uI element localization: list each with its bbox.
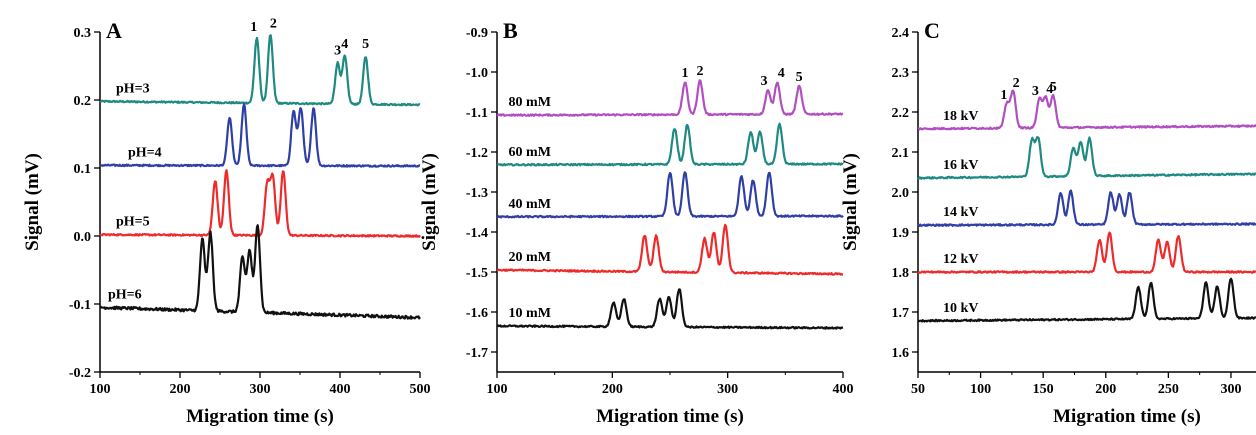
x-axis-title: Migration time (s): [1053, 406, 1201, 427]
series-line: [99, 224, 421, 320]
peak-number-label: 3: [1032, 84, 1039, 99]
y-tick-label: 0.2: [74, 94, 92, 109]
peak-number-label: 3: [334, 44, 341, 59]
series-label: 14 kV: [943, 205, 978, 220]
series-label: 18 kV: [943, 109, 978, 124]
y-tick-label: -0.2: [69, 366, 91, 381]
series-line: [917, 89, 1256, 131]
peak-number-label: 1: [250, 20, 257, 35]
peak-number-label: 1: [681, 66, 688, 81]
x-tick-label: 100: [487, 382, 508, 397]
y-tick-label: 2.4: [892, 26, 910, 41]
x-tick-label: 100: [90, 382, 111, 397]
y-tick-label: 0.0: [74, 230, 92, 245]
x-tick-label: 150: [1033, 382, 1054, 397]
series-label: pH=3: [116, 81, 150, 96]
x-tick-label: 200: [602, 382, 623, 397]
series-line: [917, 136, 1256, 180]
peak-number-label: 5: [796, 70, 803, 85]
series-label: 60 mM: [509, 145, 551, 160]
panel-c: 50 100 150 200 250 300 1.6 1.7 1.8 1.9 2.0 2.1 2.2 2.…: [840, 18, 1256, 427]
y-tick-label: -1.5: [466, 266, 488, 281]
x-tick-label: 300: [250, 382, 271, 397]
y-tick-label: 0.3: [74, 26, 92, 41]
series-line: [99, 169, 421, 238]
peak-number-label: 2: [1013, 76, 1020, 91]
y-tick-label: 2.3: [892, 66, 910, 81]
peak-number-label: 4: [1046, 82, 1053, 97]
y-tick-label: -0.1: [69, 298, 91, 313]
panel-letter: A: [106, 18, 122, 43]
y-tick-label: -1.3: [466, 186, 488, 201]
series-line: [917, 231, 1256, 274]
x-tick-label: 50: [911, 382, 925, 397]
series-line: [496, 122, 844, 167]
y-tick-label: -1.0: [466, 66, 488, 81]
x-axis-title: Migration time (s): [186, 406, 334, 427]
x-tick-label: 200: [170, 382, 191, 397]
series-line: [917, 277, 1256, 323]
y-tick-label: -1.7: [466, 346, 488, 361]
y-axis-title: Signal (mV): [840, 153, 861, 251]
series-label: 10 mM: [509, 306, 551, 321]
series-label: 10 kV: [943, 301, 978, 316]
y-tick-label: 1.8: [892, 266, 910, 281]
series-line: [496, 171, 844, 219]
x-tick-label: 300: [1220, 382, 1241, 397]
x-tick-label: 400: [330, 382, 351, 397]
peak-number-label: 1: [1000, 88, 1007, 103]
x-tick-label: 250: [1158, 382, 1179, 397]
peak-number-label: 2: [696, 64, 703, 79]
series-label: pH=6: [108, 287, 142, 302]
peak-number-label: 5: [1050, 80, 1057, 95]
y-tick-label: 2.1: [892, 146, 910, 161]
series-label: 20 mM: [509, 250, 551, 265]
y-tick-label: 1.9: [892, 226, 910, 241]
y-tick-label: 1.7: [892, 306, 910, 321]
x-tick-label: 300: [717, 382, 738, 397]
panel-b: 100 200 300 400 -1.7 -1.6 -1.5 -1.4 -1.3 -1.2 -1.1…: [419, 18, 854, 427]
series-line: [496, 288, 844, 330]
peak-number-label: 5: [362, 37, 369, 52]
x-tick-label: 200: [1095, 382, 1116, 397]
y-axis-title: Signal (mV): [419, 153, 440, 251]
panel-a: 100 200 300 400 500 -0.2 -0.1 0.0 0.1 0.2 0.3 Migra…: [22, 16, 431, 427]
series-line: [99, 102, 421, 168]
y-tick-label: -1.4: [466, 226, 488, 241]
panel-letter: B: [503, 18, 518, 43]
peak-number-label: 4: [778, 66, 785, 81]
series-label: 40 mM: [509, 197, 551, 212]
y-tick-label: 0.1: [74, 162, 92, 177]
x-tick-label: 400: [833, 382, 854, 397]
y-tick-label: -1.6: [466, 306, 488, 321]
y-tick-label: -1.2: [466, 146, 488, 161]
peak-number-label: 2: [270, 16, 277, 31]
y-tick-label: 1.6: [892, 346, 910, 361]
x-tick-label: 500: [410, 382, 431, 397]
y-axis-title: Signal (mV): [22, 153, 43, 251]
series-label: 16 kV: [943, 158, 978, 173]
series-label: pH=5: [116, 215, 150, 230]
x-tick-label: 100: [970, 382, 991, 397]
series-label: 12 kV: [943, 252, 978, 267]
series-line: [99, 34, 421, 107]
series-line: [917, 189, 1256, 227]
y-tick-label: 2.2: [892, 106, 910, 121]
panel-letter: C: [924, 18, 940, 43]
y-tick-label: 2.0: [892, 186, 910, 201]
series-line: [496, 223, 844, 276]
series-label: pH=4: [128, 145, 162, 160]
series-line: [496, 79, 844, 117]
y-tick-label: -1.1: [466, 106, 488, 121]
x-axis-title: Migration time (s): [596, 406, 744, 427]
y-tick-label: -0.9: [466, 26, 488, 41]
peak-number-label: 3: [761, 74, 768, 89]
peak-number-label: 4: [341, 37, 348, 52]
series-label: 80 mM: [509, 95, 551, 110]
